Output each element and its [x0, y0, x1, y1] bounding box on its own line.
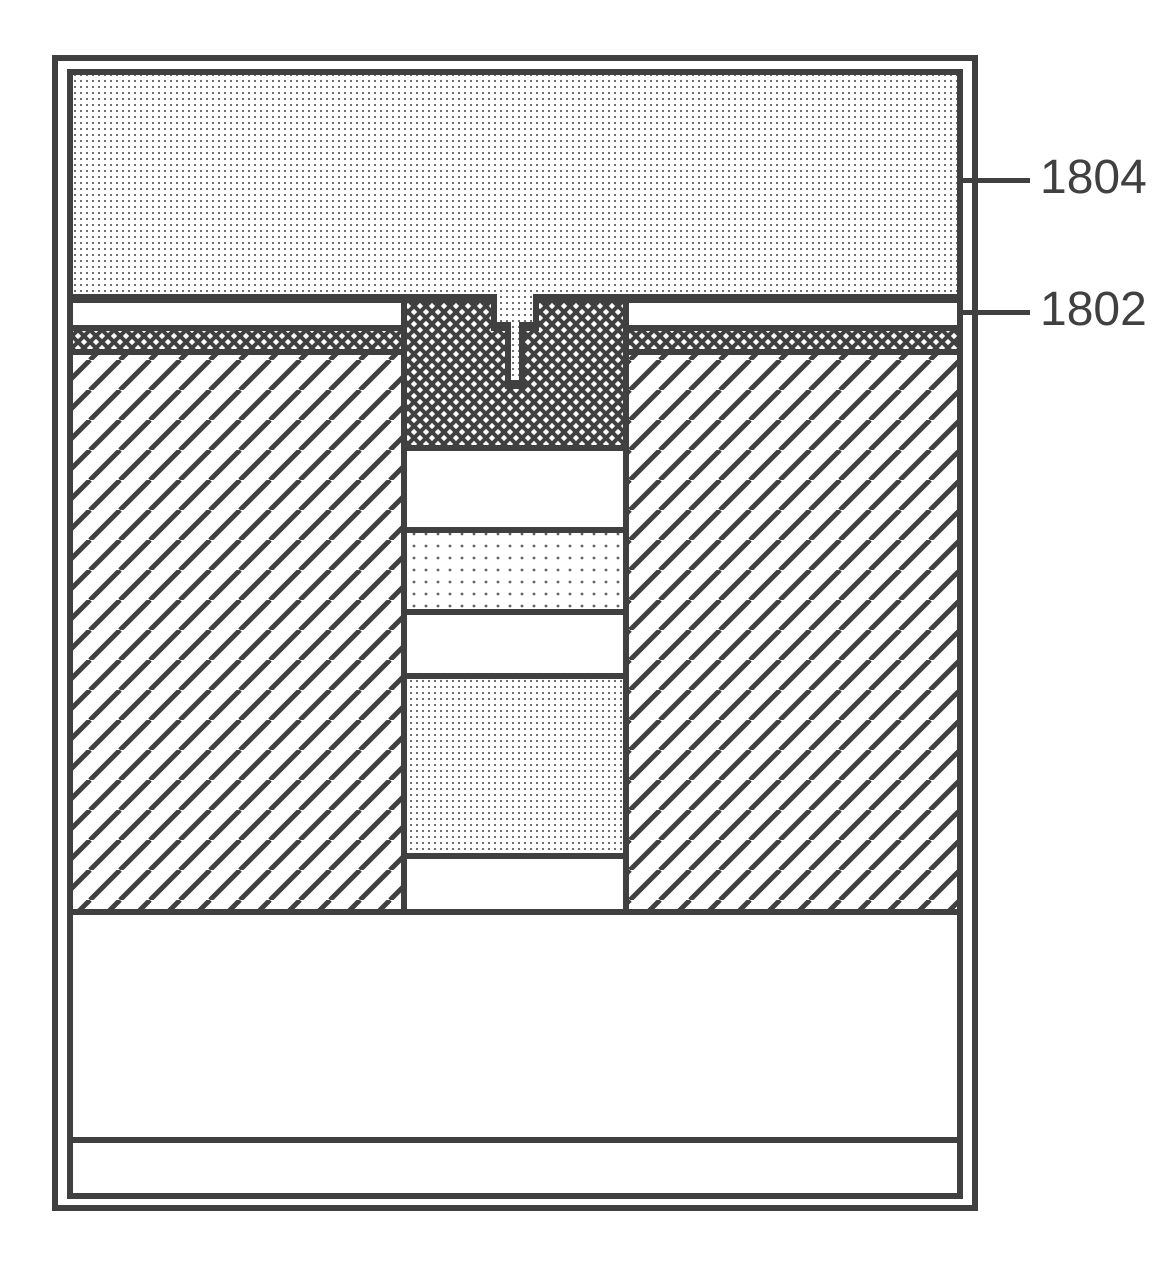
layer-c — [404, 612, 626, 676]
layer-e — [404, 856, 626, 912]
diag-block-left — [70, 352, 404, 912]
substrate-lower — [70, 1140, 960, 1196]
thin-band-left — [70, 300, 404, 328]
diag-block-right — [626, 352, 960, 912]
crosshatch-band-right — [626, 328, 960, 352]
thin-band-right — [626, 300, 960, 328]
label-1804: 1804 — [1040, 150, 1147, 205]
layer-b — [404, 530, 626, 612]
substrate-upper — [70, 912, 960, 1140]
layer-d — [404, 676, 626, 856]
crosshatch-band-left — [70, 328, 404, 352]
label-1802: 1802 — [1040, 282, 1147, 337]
cross-section-diagram — [0, 0, 1171, 1267]
label-1802-leader — [962, 310, 1030, 315]
label-1804-leader — [962, 178, 1030, 183]
layer-a — [404, 448, 626, 530]
